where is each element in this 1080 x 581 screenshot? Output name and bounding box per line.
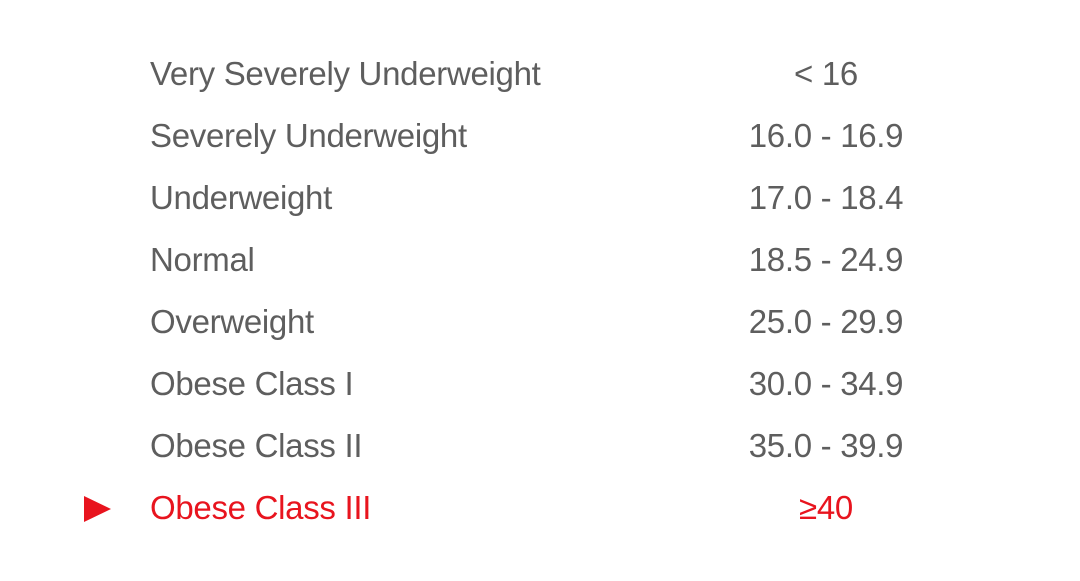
bmi-range-value: 17.0 - 18.4 xyxy=(748,179,904,216)
table-row: Obese Class III ≥40 xyxy=(0,478,1080,540)
category-label: Normal xyxy=(150,241,255,278)
table-row: Overweight 25.0 - 29.9 xyxy=(0,292,1080,354)
table-row: Obese Class II 35.0 - 39.9 xyxy=(0,416,1080,478)
bmi-range-value: 30.0 - 34.9 xyxy=(748,365,904,402)
category-label: Overweight xyxy=(150,303,314,340)
table-row: Underweight 17.0 - 18.4 xyxy=(0,168,1080,230)
bmi-range-value: ≥40 xyxy=(799,489,853,526)
bmi-range-value: 16.0 - 16.9 xyxy=(748,117,904,154)
table-row: Obese Class I 30.0 - 34.9 xyxy=(0,354,1080,416)
bmi-range-value: 35.0 - 39.9 xyxy=(748,427,904,464)
bmi-table: Very Severely Underweight < 16 Severely … xyxy=(0,44,1080,540)
category-label: Very Severely Underweight xyxy=(150,55,541,92)
category-label: Obese Class III xyxy=(150,489,372,526)
category-label: Underweight xyxy=(150,179,332,216)
table-row: Normal 18.5 - 24.9 xyxy=(0,230,1080,292)
bmi-range-value: 18.5 - 24.9 xyxy=(748,241,904,278)
table-row: Severely Underweight 16.0 - 16.9 xyxy=(0,106,1080,168)
category-label: Severely Underweight xyxy=(150,117,467,154)
category-label: Obese Class I xyxy=(150,365,354,402)
triangle-right-icon xyxy=(84,496,111,522)
category-label: Obese Class II xyxy=(150,427,363,464)
table-row: Very Severely Underweight < 16 xyxy=(0,44,1080,106)
bmi-range-value: 25.0 - 29.9 xyxy=(748,303,904,340)
bmi-range-value: < 16 xyxy=(794,55,858,92)
